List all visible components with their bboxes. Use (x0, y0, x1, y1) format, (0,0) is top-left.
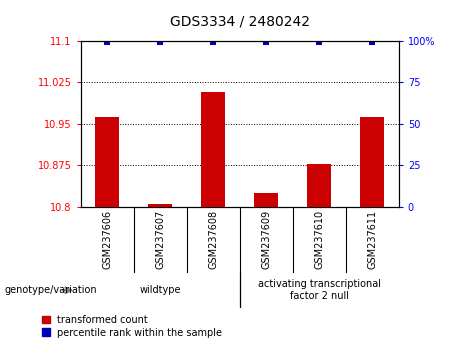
Text: GSM237606: GSM237606 (102, 210, 112, 269)
Bar (95, 117, 119, 207)
Text: genotype/variation: genotype/variation (5, 285, 97, 295)
Bar (148, 204, 172, 207)
Bar (361, 117, 384, 207)
Text: GSM237608: GSM237608 (208, 210, 218, 269)
Text: GDS3334 / 2480242: GDS3334 / 2480242 (170, 14, 310, 28)
Bar (254, 193, 278, 207)
Bar (201, 92, 225, 207)
Text: activating transcriptional
factor 2 null: activating transcriptional factor 2 null (258, 279, 381, 301)
Text: GSM237610: GSM237610 (314, 210, 324, 269)
Text: GSM237607: GSM237607 (155, 210, 165, 269)
Text: GSM237609: GSM237609 (261, 210, 271, 269)
Legend: transformed count, percentile rank within the sample: transformed count, percentile rank withi… (42, 315, 222, 337)
Text: GSM237611: GSM237611 (367, 210, 377, 269)
Text: wildtype: wildtype (139, 285, 181, 295)
Bar (307, 164, 331, 207)
